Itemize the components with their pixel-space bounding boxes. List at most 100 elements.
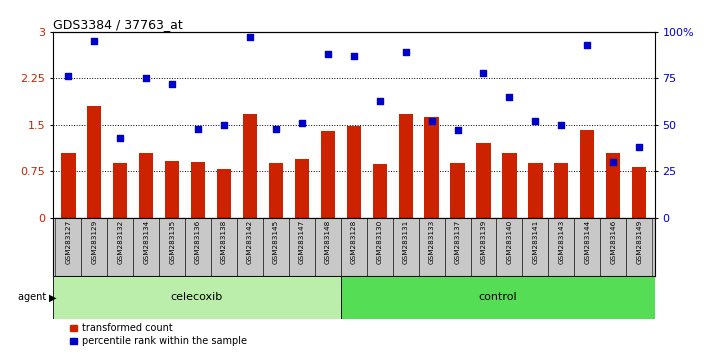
Text: GSM283135: GSM283135: [169, 219, 175, 264]
Text: GSM283141: GSM283141: [532, 219, 539, 264]
Point: [374, 98, 385, 103]
Text: GSM283139: GSM283139: [481, 219, 486, 264]
Point: [452, 127, 463, 133]
Bar: [139, 153, 153, 218]
Text: GSM283146: GSM283146: [610, 219, 616, 264]
Text: GSM283147: GSM283147: [299, 219, 305, 264]
Bar: [56, 218, 82, 276]
Point: [89, 38, 100, 44]
Point: [244, 35, 256, 40]
Bar: [398, 114, 413, 218]
Bar: [82, 218, 107, 276]
Text: GSM283133: GSM283133: [429, 219, 434, 264]
Point: [478, 70, 489, 76]
Text: GSM283144: GSM283144: [584, 219, 590, 264]
Text: celecoxib: celecoxib: [170, 292, 223, 302]
Bar: [133, 218, 159, 276]
Text: GSM283142: GSM283142: [247, 219, 253, 264]
Bar: [393, 218, 419, 276]
Bar: [574, 218, 601, 276]
Bar: [502, 153, 517, 218]
Bar: [522, 218, 548, 276]
Bar: [295, 159, 309, 218]
Bar: [548, 218, 574, 276]
Text: GSM283148: GSM283148: [325, 219, 331, 264]
Point: [167, 81, 178, 87]
Text: GSM283131: GSM283131: [403, 219, 408, 264]
Text: GSM283138: GSM283138: [221, 219, 227, 264]
Text: control: control: [479, 292, 517, 302]
Text: GSM283134: GSM283134: [143, 219, 149, 264]
Bar: [185, 218, 211, 276]
Bar: [61, 153, 75, 218]
Bar: [263, 218, 289, 276]
Point: [555, 122, 567, 128]
Bar: [237, 218, 263, 276]
Bar: [601, 218, 626, 276]
Bar: [165, 161, 180, 218]
Bar: [580, 130, 594, 218]
Text: GSM283149: GSM283149: [636, 219, 642, 264]
Bar: [477, 143, 491, 218]
Text: GSM283132: GSM283132: [118, 219, 123, 264]
Bar: [496, 218, 522, 276]
Text: agent: agent: [18, 292, 49, 302]
Text: GSM283143: GSM283143: [558, 219, 565, 264]
Text: GSM283136: GSM283136: [195, 219, 201, 264]
Text: GSM283128: GSM283128: [351, 219, 357, 264]
Bar: [269, 163, 283, 218]
Bar: [346, 126, 361, 218]
Legend: transformed count, percentile rank within the sample: transformed count, percentile rank withi…: [70, 324, 247, 346]
Point: [296, 120, 308, 126]
Bar: [470, 218, 496, 276]
Bar: [289, 218, 315, 276]
Text: ▶: ▶: [49, 292, 57, 302]
Point: [63, 74, 74, 79]
Bar: [315, 218, 341, 276]
Bar: [554, 163, 568, 218]
Point: [270, 126, 282, 131]
Bar: [341, 276, 655, 319]
Bar: [217, 170, 231, 218]
Bar: [87, 106, 101, 218]
Point: [608, 159, 619, 165]
Point: [426, 118, 437, 124]
Point: [400, 50, 411, 55]
Point: [192, 126, 203, 131]
Bar: [367, 218, 393, 276]
Bar: [113, 163, 127, 218]
Bar: [606, 153, 620, 218]
Bar: [107, 218, 133, 276]
Point: [582, 42, 593, 48]
Text: GSM283137: GSM283137: [455, 219, 460, 264]
Point: [504, 94, 515, 100]
Bar: [341, 218, 367, 276]
Bar: [419, 218, 444, 276]
Bar: [191, 162, 206, 218]
Text: GSM283129: GSM283129: [92, 219, 97, 264]
Bar: [626, 218, 652, 276]
Bar: [444, 218, 470, 276]
Bar: [321, 131, 335, 218]
Bar: [243, 114, 257, 218]
Text: GSM283130: GSM283130: [377, 219, 383, 264]
Point: [322, 51, 334, 57]
Text: GSM283140: GSM283140: [506, 219, 513, 264]
Point: [141, 75, 152, 81]
Text: GSM283145: GSM283145: [273, 219, 279, 264]
Bar: [425, 117, 439, 218]
Bar: [632, 167, 646, 218]
Point: [218, 122, 230, 128]
Point: [115, 135, 126, 141]
Point: [634, 144, 645, 150]
Bar: [211, 218, 237, 276]
Bar: [528, 163, 543, 218]
Point: [348, 53, 360, 59]
Bar: [372, 164, 386, 218]
Point: [529, 118, 541, 124]
Bar: [159, 218, 185, 276]
Bar: [451, 163, 465, 218]
Text: GSM283127: GSM283127: [65, 219, 71, 264]
Text: GDS3384 / 37763_at: GDS3384 / 37763_at: [53, 18, 182, 31]
Bar: [53, 276, 341, 319]
